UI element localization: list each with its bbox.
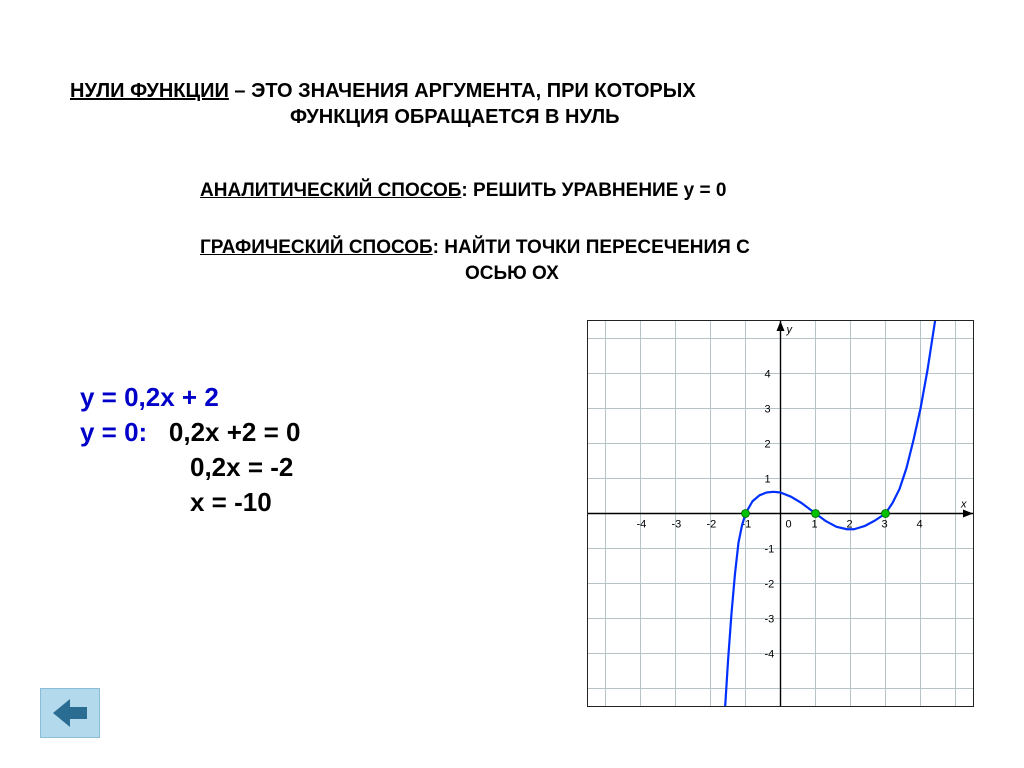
svg-text:-3: -3 — [765, 614, 775, 626]
svg-text:1: 1 — [812, 519, 818, 531]
graphical-label: ГРАФИЧЕСКИЙ СПОСОБ — [200, 237, 433, 258]
svg-text:0: 0 — [786, 519, 792, 531]
svg-text:-2: -2 — [765, 579, 775, 591]
svg-text:3: 3 — [765, 404, 771, 416]
arrow-left-icon — [53, 699, 87, 727]
svg-text:x: x — [960, 499, 967, 511]
eq-line3: 0,2x = -2 — [80, 450, 300, 485]
svg-text:2: 2 — [765, 439, 771, 451]
eq-line1: y = 0,2x + 2 — [80, 380, 300, 415]
graphical-text1: : НАЙТИ ТОЧКИ ПЕРЕСЕЧЕНИЯ С — [433, 237, 750, 258]
analytical-label: АНАЛИТИЧЕСКИЙ СПОСОБ — [200, 180, 461, 201]
graphical-method: ГРАФИЧЕСКИЙ СПОСОБ: НАЙТИ ТОЧКИ ПЕРЕСЕЧЕ… — [200, 235, 900, 286]
analytical-text: : РЕШИТЬ УРАВНЕНИЕ y = 0 — [461, 180, 726, 201]
eq-line2b: 0,2x +2 = 0 — [169, 417, 301, 447]
svg-text:-1: -1 — [765, 544, 775, 556]
analytical-method: АНАЛИТИЧЕСКИЙ СПОСОБ: РЕШИТЬ УРАВНЕНИЕ y… — [200, 180, 726, 202]
svg-text:-3: -3 — [672, 519, 682, 531]
title-term: НУЛИ ФУНКЦИИ — [70, 80, 229, 102]
svg-text:-4: -4 — [637, 519, 647, 531]
title-rest: – ЭТО ЗНАЧЕНИЯ АРГУМЕНТА, ПРИ КОТОРЫХ — [229, 80, 696, 102]
back-button[interactable] — [40, 688, 100, 738]
svg-text:4: 4 — [765, 369, 771, 381]
graphical-text2: ОСЬЮ ОХ — [200, 261, 900, 287]
eq-line4: x = -10 — [80, 485, 300, 520]
svg-text:4: 4 — [917, 519, 923, 531]
equation-block: y = 0,2x + 2 y = 0: 0,2x +2 = 0 0,2x = -… — [80, 380, 300, 520]
eq-line2a: y = 0: — [80, 417, 147, 447]
svg-text:3: 3 — [882, 519, 888, 531]
title-line2: ФУНКЦИЯ ОБРАЩАЕТСЯ В НУЛЬ — [70, 104, 930, 130]
function-chart: -4-3-2-101234-4-3-2-11234xy — [587, 320, 974, 707]
svg-text:1: 1 — [765, 474, 771, 486]
svg-text:-4: -4 — [765, 649, 775, 661]
svg-text:-2: -2 — [707, 519, 717, 531]
title: НУЛИ ФУНКЦИИ – ЭТО ЗНАЧЕНИЯ АРГУМЕНТА, П… — [70, 78, 930, 130]
